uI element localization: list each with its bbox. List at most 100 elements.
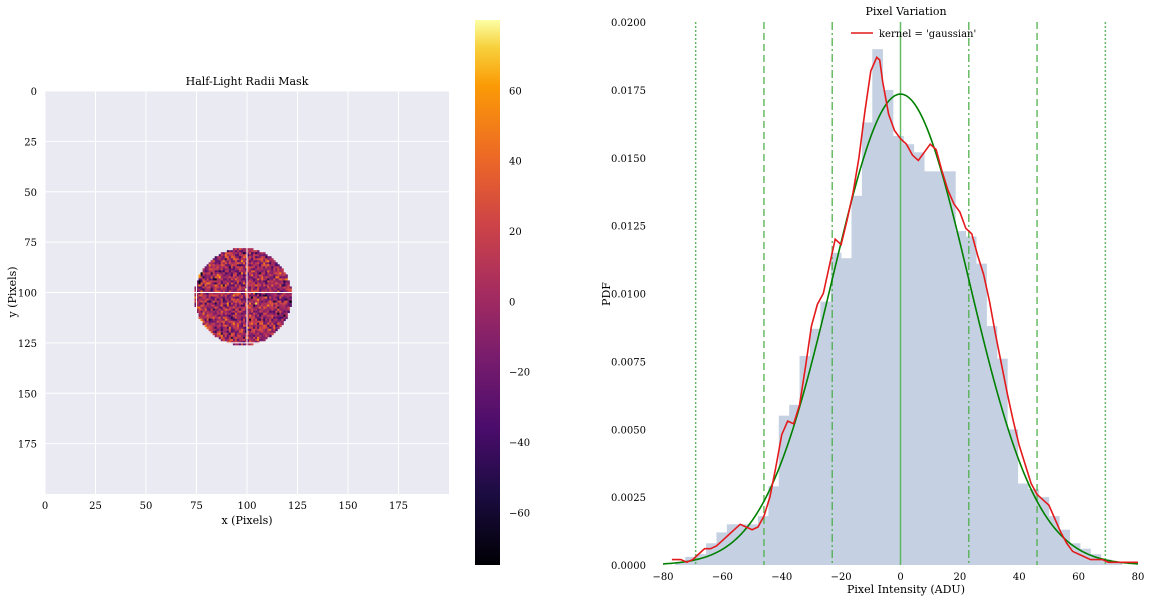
heatmap-pixel — [259, 272, 262, 275]
histogram-bar — [830, 252, 842, 565]
heatmap-pixel — [234, 268, 238, 271]
heatmap-pixel — [206, 310, 210, 314]
heatmap-pixel — [275, 310, 278, 314]
heatmap-pixel — [234, 336, 238, 340]
heatmap-pixel — [216, 286, 220, 289]
heatmap-pixel — [271, 276, 274, 279]
heatmap-pixel — [218, 320, 222, 324]
heatmap-pixel — [208, 320, 212, 324]
heatmap-pixel — [220, 258, 224, 261]
colorbar-tick-label: 20 — [509, 227, 522, 238]
heatmap-pixel — [212, 296, 216, 299]
heatmap-pixel — [220, 310, 224, 314]
heatmap-pixel — [224, 284, 228, 287]
heatmap-pixel — [249, 312, 252, 316]
histogram-bar — [1017, 483, 1029, 565]
heatmap-pixel — [269, 322, 272, 326]
heatmap-pixel — [210, 272, 214, 275]
histogram-bar — [1007, 429, 1019, 565]
heatmap-pixel — [228, 316, 232, 320]
heatmap-pixel — [281, 282, 284, 285]
heatmap-pixel — [226, 324, 230, 328]
heatmap-pixel — [236, 326, 240, 330]
heatmap-pixel — [224, 258, 228, 261]
legend-kde-label: kernel = 'gaussian' — [879, 29, 976, 40]
heatmap-pixel — [242, 280, 246, 283]
heatmap-pixel — [204, 316, 207, 320]
heatmap-pixel — [255, 252, 258, 255]
heatmap-pixel — [273, 322, 276, 326]
heatmap-pixel — [218, 294, 222, 297]
heatmap-pixel — [228, 338, 232, 342]
heatmap-pixel — [194, 302, 197, 305]
heatmap-pixel — [236, 312, 240, 316]
heatmap-pixel — [285, 288, 288, 291]
heatmap-pixel — [259, 280, 262, 283]
heatmap-pixel — [271, 306, 274, 310]
heatmap-pixel — [204, 272, 207, 275]
heatmap-pixel — [251, 268, 254, 271]
heatmap-pixel — [206, 292, 210, 295]
heatmap-pixel — [283, 278, 286, 281]
heatmap-pixel — [263, 254, 266, 257]
heatmap-pixel — [253, 260, 256, 263]
heatmap-pixel — [218, 264, 222, 267]
heatmap-pixel — [259, 326, 262, 330]
histogram-y-tick-labels: 0.00000.00250.00500.00750.01000.01250.01… — [611, 18, 646, 572]
heatmap-pixel — [267, 284, 270, 287]
heatmap-pixel — [202, 302, 205, 305]
heatmap-pixel — [218, 274, 222, 277]
heatmap-pixel — [226, 338, 230, 342]
heatmap-pixel — [289, 292, 292, 295]
heatmap-pixel — [218, 286, 222, 289]
heatmap-pixel — [273, 308, 276, 312]
heatmap-pixel — [263, 298, 266, 301]
heatmap-pixel — [238, 274, 242, 277]
heatmap-pixel — [202, 274, 205, 277]
heatmap-pixel — [222, 310, 226, 314]
heatmap-pixel — [230, 256, 234, 259]
heatmap-pixel — [230, 302, 234, 305]
heatmap-pixel — [230, 288, 234, 291]
heatmap-pixel — [200, 274, 203, 277]
heatmap-pixel — [273, 328, 276, 332]
heatmap-pixel — [281, 272, 284, 275]
heatmap-pixel — [255, 288, 258, 291]
heatmap-pixel — [226, 272, 230, 275]
heatmap-pixel — [204, 270, 207, 273]
heatmap-pixel — [220, 328, 224, 332]
heatmap-pixel — [253, 328, 256, 332]
heatmap-pixel — [240, 304, 244, 308]
heatmap-pixel — [269, 320, 272, 324]
heatmap-pixel — [214, 284, 218, 287]
heatmap-pixel — [247, 284, 250, 287]
heatmap-pixel — [228, 270, 232, 273]
heatmap-pixel — [265, 308, 268, 312]
heatmap-pixel — [259, 306, 262, 310]
heatmap-pixel — [240, 252, 244, 255]
heatmap-pixel — [273, 330, 276, 334]
heatmap-pixel — [196, 284, 199, 287]
heatmap-pixel — [208, 272, 212, 275]
heatmap-pixel — [247, 318, 250, 322]
heatmap-pixel — [234, 308, 238, 312]
heatmap-pixel — [257, 288, 260, 291]
heatmap-pixel — [249, 280, 252, 283]
heatmap-pixel — [228, 328, 232, 332]
heatmap-pixel — [244, 342, 248, 346]
heatmap-pixel — [232, 262, 236, 265]
heatmap-pixel — [214, 260, 218, 263]
heatmap-pixel — [281, 312, 284, 316]
heatmap-pixel — [212, 306, 216, 310]
heatmap-y-tick-label: 25 — [24, 137, 37, 148]
heatmap-pixel — [253, 308, 256, 312]
heatmap-pixel — [226, 306, 230, 310]
histogram-x-tick-label: −20 — [831, 572, 852, 583]
heatmap-pixel — [230, 260, 234, 263]
heatmap-pixel — [242, 278, 246, 281]
heatmap-pixel — [242, 304, 246, 308]
heatmap-pixel — [281, 314, 284, 318]
heatmap-pixel — [214, 288, 218, 291]
heatmap-pixel — [281, 320, 284, 324]
heatmap-pixel — [273, 278, 276, 281]
